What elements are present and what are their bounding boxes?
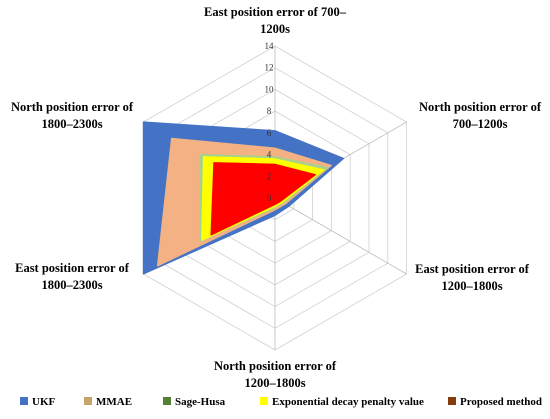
tick-label: 4 bbox=[267, 150, 272, 160]
axis-label: North position error of bbox=[214, 359, 337, 373]
tick-label: 2 bbox=[267, 171, 272, 181]
legend-label: Exponential decay penalty value bbox=[272, 396, 424, 408]
axis-label: 1800–2300s bbox=[41, 117, 102, 131]
axis-label: East position error of bbox=[415, 262, 530, 276]
legend-swatch bbox=[260, 397, 268, 405]
axis-label: North position error of bbox=[419, 100, 542, 114]
tick-label: 14 bbox=[265, 41, 275, 51]
legend-label: Sage-Husa bbox=[175, 396, 226, 408]
axis-label: 1200–1800s bbox=[441, 279, 502, 293]
legend-swatch bbox=[448, 397, 456, 405]
axis-label: East position error of bbox=[15, 261, 130, 275]
axis-label: East position error of 700– bbox=[204, 5, 347, 19]
axis-label: North position error of bbox=[11, 100, 134, 114]
legend-label: UKF bbox=[32, 396, 56, 408]
legend: UKF MMAE Sage-Husa Exponential decay penalt… bbox=[20, 396, 542, 408]
tick-label: 8 bbox=[267, 106, 272, 116]
legend-swatch bbox=[20, 397, 28, 405]
tick-label: 0 bbox=[267, 193, 272, 203]
series-proposed-method bbox=[210, 162, 316, 236]
axis-label: 1200–1800s bbox=[244, 376, 305, 390]
axis-label: 1200s bbox=[260, 22, 290, 36]
tick-label: 12 bbox=[265, 63, 274, 73]
axis-label: 1800–2300s bbox=[41, 278, 102, 292]
axis-spoke bbox=[274, 197, 407, 275]
radar-series bbox=[142, 121, 345, 275]
legend-label: MMAE bbox=[96, 396, 132, 408]
axis-label: 700–1200s bbox=[453, 117, 508, 131]
legend-label: Proposed method bbox=[460, 396, 542, 408]
tick-label: 6 bbox=[267, 128, 272, 138]
legend-swatch bbox=[163, 397, 171, 405]
radial-tick-labels: 0 2 4 6 8 10 12 14 bbox=[265, 41, 275, 203]
tick-label: 10 bbox=[265, 84, 275, 94]
legend-swatch bbox=[84, 397, 92, 405]
